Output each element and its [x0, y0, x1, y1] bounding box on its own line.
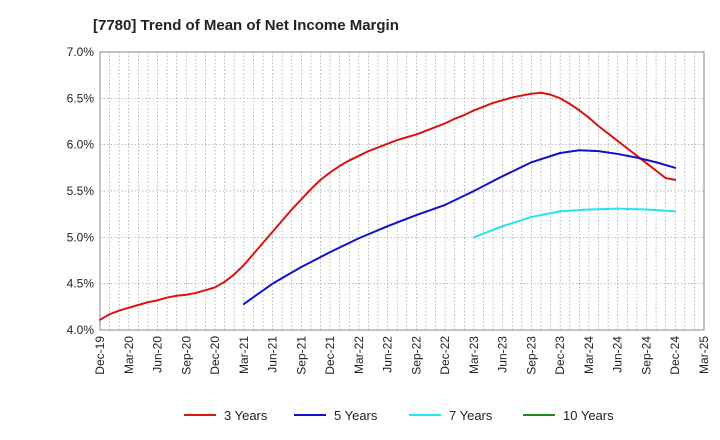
y-tick-label: 4.5% [67, 277, 95, 291]
legend-item: 3 Years [184, 408, 268, 423]
y-tick-label: 5.5% [67, 184, 95, 198]
x-tick-label: Sep-21 [294, 336, 308, 375]
y-tick-label: 4.0% [67, 323, 95, 337]
x-tick-label: Sep-24 [639, 336, 653, 375]
legend-label: 7 Years [449, 408, 493, 423]
x-tick-label: Sep-20 [179, 336, 193, 375]
x-tick-label: Mar-22 [352, 336, 366, 374]
x-tick-label: Sep-22 [409, 336, 423, 375]
series-line-7-years [472, 207, 677, 239]
chart-title: [7780] Trend of Mean of Net Income Margi… [93, 17, 399, 34]
series-line-5-years [242, 149, 677, 306]
series-line-3-years [99, 91, 677, 321]
legend-item: 10 Years [523, 408, 614, 423]
series-lines [99, 91, 677, 321]
x-axis: Dec-19 Mar-20 Jun-20 Sep-20 Dec-20 Mar-21 Jun-… [93, 336, 711, 375]
x-tick-label: Jun-22 [381, 336, 395, 373]
x-tick-label: Dec-20 [208, 336, 222, 375]
x-tick-label: Mar-24 [582, 336, 596, 374]
x-tick-label: Jun-21 [266, 336, 280, 373]
y-tick-label: 6.0% [67, 138, 95, 152]
x-tick-label: Mar-25 [697, 336, 711, 374]
y-tick-label: 6.5% [67, 91, 95, 105]
x-tick-label: Dec-22 [438, 336, 452, 375]
x-tick-label: Mar-20 [122, 336, 136, 374]
x-tick-label: Dec-19 [93, 336, 107, 375]
x-tick-label: Jun-24 [611, 336, 625, 373]
y-tick-label: 7.0% [67, 45, 95, 59]
legend-label: 5 Years [334, 408, 378, 423]
legend-item: 7 Years [409, 408, 493, 423]
y-axis: 4.0% 4.5% 5.0% 5.5% 6.0% 6.5% 7.0% [67, 45, 95, 337]
grid [100, 52, 704, 330]
x-tick-label: Jun-20 [151, 336, 165, 373]
y-tick-label: 5.0% [67, 230, 95, 244]
legend: 3 Years 5 Years 7 Years 10 Years [184, 408, 614, 423]
legend-item: 5 Years [294, 408, 378, 423]
x-tick-label: Jun-23 [496, 336, 510, 373]
x-tick-label: Dec-21 [323, 336, 337, 375]
plot-area [99, 51, 705, 331]
x-tick-label: Mar-21 [237, 336, 251, 374]
x-tick-label: Sep-23 [524, 336, 538, 375]
x-tick-label: Dec-23 [553, 336, 567, 375]
legend-label: 3 Years [224, 408, 268, 423]
x-tick-label: Dec-24 [668, 336, 682, 375]
legend-label: 10 Years [563, 408, 614, 423]
x-tick-label: Mar-23 [467, 336, 481, 374]
